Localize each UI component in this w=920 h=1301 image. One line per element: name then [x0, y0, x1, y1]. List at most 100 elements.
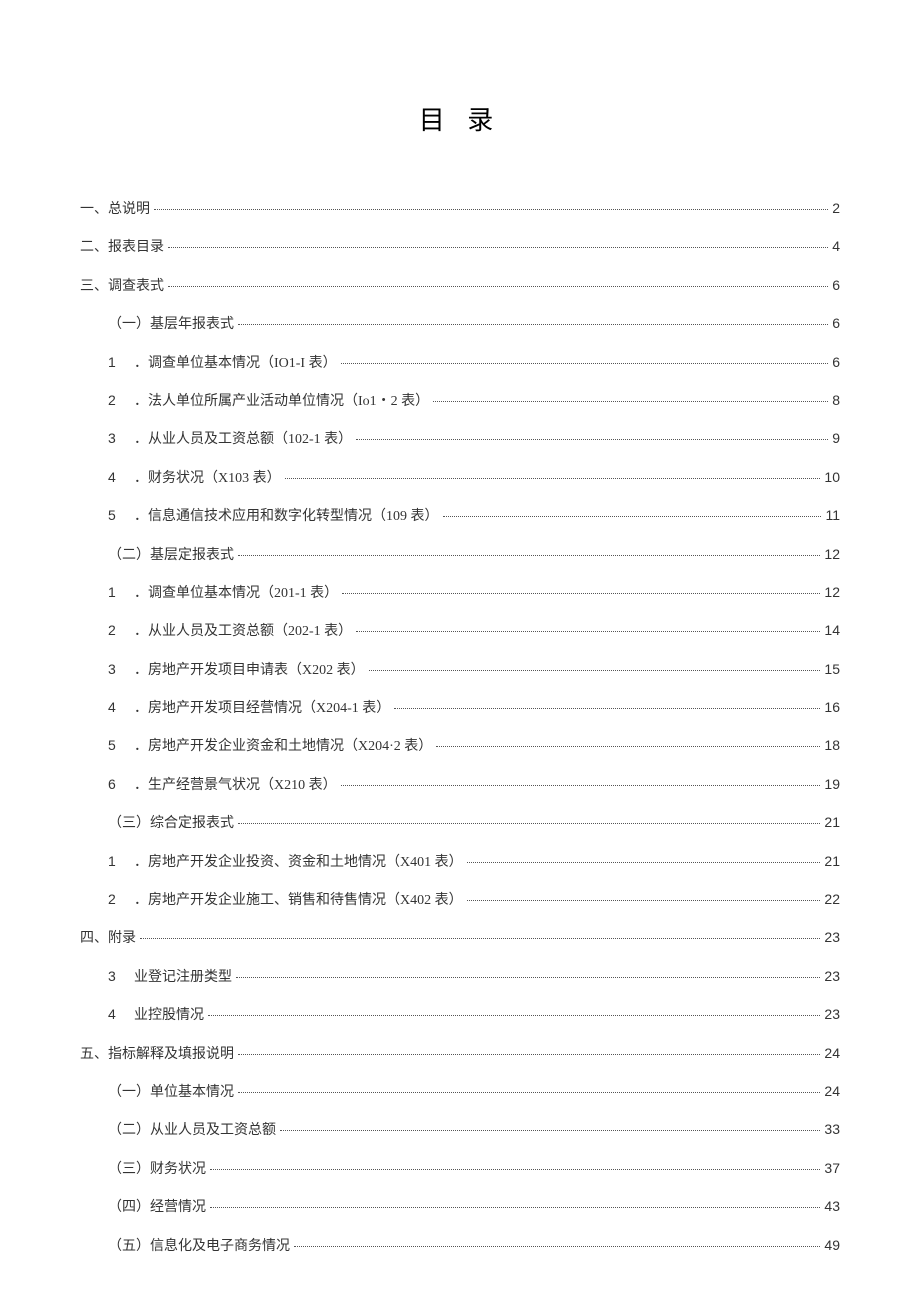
toc-label: （五）信息化及电子商务情况: [108, 1236, 290, 1258]
toc-page-number: 19: [824, 773, 840, 795]
toc-entry: 4 ．财务状况（X103 表） 10: [80, 466, 840, 490]
toc-text: （一）基层年报表式: [108, 314, 234, 336]
toc-leader-dots: [238, 1092, 820, 1093]
toc-leader-dots: [238, 823, 820, 824]
toc-page-number: 4: [832, 235, 840, 257]
toc-page-number: 11: [825, 504, 840, 526]
toc-leader-dots: [236, 977, 820, 978]
toc-label: 3．房地产开发项目申请表（X202 表）: [108, 658, 365, 682]
toc-leader-dots: [356, 631, 820, 632]
toc-leader-dots: [238, 324, 828, 325]
toc-leader-dots: [154, 209, 828, 210]
toc-label: 6．生产经营景气状况（X210 表）: [108, 773, 337, 797]
toc-leader-dots: [294, 1246, 820, 1247]
toc-label: （二）基层定报表式: [108, 545, 234, 567]
toc-leader-dots: [467, 862, 821, 863]
toc-page-number: 16: [824, 696, 840, 718]
toc-prefix: 2: [108, 888, 120, 910]
toc-entry: 四、附录23: [80, 926, 840, 950]
toc-label: 2．从业人员及工资总额（202-1 表）: [108, 619, 352, 643]
toc-label: 2．法人单位所属产业活动单位情况（Io1・2 表）: [108, 389, 429, 413]
toc-prefix: 3: [108, 965, 120, 987]
toc-page-number: 6: [832, 274, 840, 296]
toc-label: （三）综合定报表式: [108, 813, 234, 835]
toc-leader-dots: [280, 1130, 820, 1131]
toc-text: （三）综合定报表式: [108, 813, 234, 835]
toc-entry: 3 ．从业人员及工资总额（102-1 表） 9: [80, 427, 840, 451]
toc-page-number: 15: [824, 658, 840, 680]
toc-label: 3业登记注册类型: [108, 965, 232, 989]
toc-label: 4 ．财务状况（X103 表）: [108, 466, 281, 490]
toc-text: ．生产经营景气状况（X210 表）: [134, 775, 337, 797]
toc-text: （四）经营情况: [108, 1197, 206, 1219]
toc-label: 一、总说明: [80, 199, 150, 221]
toc-page-number: 22: [824, 888, 840, 910]
toc-container: 一、总说明2二、报表目录4三、调查表式6（一）基层年报表式61．调查单位基本情况…: [80, 197, 840, 1258]
toc-prefix: 1: [108, 581, 120, 603]
toc-page-number: 14: [824, 619, 840, 641]
toc-text: ．从业人员及工资总额（102-1 表）: [134, 429, 352, 451]
toc-text: （二）基层定报表式: [108, 545, 234, 567]
toc-label: 1．调查单位基本情况（201-1 表）: [108, 581, 338, 605]
toc-label: （一）基层年报表式: [108, 314, 234, 336]
toc-page-number: 33: [824, 1118, 840, 1140]
toc-page-number: 24: [824, 1042, 840, 1064]
toc-text: （三）财务状况: [108, 1159, 206, 1181]
toc-text: 二、报表目录: [80, 237, 164, 259]
toc-page-number: 23: [824, 965, 840, 987]
toc-text: 五、指标解释及填报说明: [80, 1044, 234, 1066]
toc-label: 二、报表目录: [80, 237, 164, 259]
toc-text: ．财务状况（X103 表）: [134, 468, 281, 490]
toc-leader-dots: [238, 555, 820, 556]
toc-label: （二）从业人员及工资总额: [108, 1120, 276, 1142]
toc-text: 业控股情况: [134, 1005, 204, 1027]
toc-page-number: 49: [824, 1234, 840, 1256]
toc-label: 四、附录: [80, 928, 136, 950]
toc-page-number: 9: [832, 427, 840, 449]
toc-leader-dots: [433, 401, 828, 402]
toc-text: 三、调查表式: [80, 276, 164, 298]
toc-text: 四、附录: [80, 928, 136, 950]
toc-page-number: 12: [824, 543, 840, 565]
toc-prefix: 1: [108, 850, 120, 872]
toc-text: （五）信息化及电子商务情况: [108, 1236, 290, 1258]
toc-leader-dots: [341, 785, 821, 786]
toc-text: ．房地产开发企业资金和土地情况（X204·2 表）: [134, 736, 432, 758]
toc-label: （一）单位基本情况: [108, 1082, 234, 1104]
toc-entry: 4业控股情况23: [80, 1003, 840, 1027]
toc-text: （一）单位基本情况: [108, 1082, 234, 1104]
toc-leader-dots: [436, 746, 820, 747]
toc-page-number: 18: [824, 734, 840, 756]
toc-page-number: 10: [824, 466, 840, 488]
toc-label: 三、调查表式: [80, 276, 164, 298]
page-title: 目 录: [80, 100, 840, 137]
toc-label: 1．房地产开发企业投资、资金和土地情况（X401 表）: [108, 850, 463, 874]
toc-text: ．调查单位基本情况（IO1-I 表）: [134, 353, 337, 375]
toc-entry: （三）综合定报表式21: [80, 811, 840, 835]
toc-text: （二）从业人员及工资总额: [108, 1120, 276, 1142]
toc-page-number: 43: [824, 1195, 840, 1217]
toc-entry: 一、总说明2: [80, 197, 840, 221]
toc-label: （三）财务状况: [108, 1159, 206, 1181]
toc-leader-dots: [168, 286, 828, 287]
toc-leader-dots: [140, 938, 820, 939]
toc-prefix: 3: [108, 427, 120, 449]
toc-entry: 三、调查表式 6: [80, 274, 840, 298]
toc-entry: （二）从业人员及工资总额 33: [80, 1118, 840, 1142]
toc-entry: （五）信息化及电子商务情况 49: [80, 1234, 840, 1258]
toc-entry: 2．法人单位所属产业活动单位情况（Io1・2 表） 8: [80, 389, 840, 413]
toc-prefix: 4: [108, 1003, 120, 1025]
toc-text: ．房地产开发项目经营情况（X204-1 表）: [134, 698, 390, 720]
toc-prefix: 4: [108, 466, 120, 488]
toc-text: ．从业人员及工资总额（202-1 表）: [134, 621, 352, 643]
toc-text: ．房地产开发项目申请表（X202 表）: [134, 660, 365, 682]
toc-leader-dots: [394, 708, 820, 709]
toc-leader-dots: [443, 516, 822, 517]
toc-page-number: 37: [824, 1157, 840, 1179]
toc-page-number: 6: [832, 351, 840, 373]
toc-label: （四）经营情况: [108, 1197, 206, 1219]
toc-page-number: 8: [832, 389, 840, 411]
toc-label: 4．房地产开发项目经营情况（X204-1 表）: [108, 696, 390, 720]
toc-page-number: 12: [824, 581, 840, 603]
toc-entry: 2．从业人员及工资总额（202-1 表） 14: [80, 619, 840, 643]
